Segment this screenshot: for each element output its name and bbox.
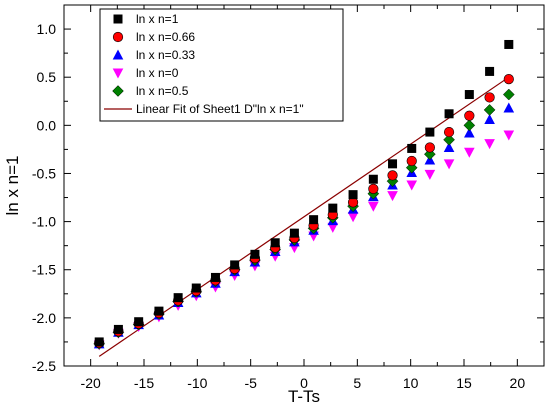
data-point-ln-x-n-1: [368, 174, 378, 184]
x-tick-label: -20: [81, 375, 101, 391]
y-tick-label: -0.5: [32, 165, 56, 181]
data-point-ln-x-n-0-5: [463, 119, 476, 132]
y-tick-label: 0.0: [37, 117, 57, 133]
y-axis-title: ln x n=1: [3, 155, 22, 215]
y-tick-label: -2.0: [32, 310, 56, 326]
data-point-ln-x-n-1: [444, 109, 454, 119]
data-point-ln-x-n-1: [94, 337, 104, 347]
data-point-ln-x-n-1: [154, 306, 164, 316]
legend-label: Linear Fit of Sheet1 D"ln x n=1": [136, 102, 304, 116]
x-tick-label: 5: [353, 375, 361, 391]
data-point-ln-x-n-0: [464, 147, 475, 158]
plot-marks: [93, 39, 515, 357]
data-point-ln-x-n-1: [309, 215, 319, 225]
data-point-ln-x-n-1: [407, 143, 417, 153]
data-point-ln-x-n-1: [328, 203, 338, 213]
data-point-ln-x-n-1: [348, 190, 358, 200]
x-tick-label: -15: [134, 375, 154, 391]
data-point-ln-x-n-1: [289, 228, 299, 238]
data-point-ln-x-n-0-33: [484, 114, 495, 125]
x-tick-label: -5: [244, 375, 257, 391]
y-tick-label: -1.0: [32, 214, 56, 230]
data-point-ln-x-n-0-66: [484, 92, 495, 103]
data-point-ln-x-n-0-66: [406, 155, 417, 167]
y-tick-label: -2.5: [32, 358, 56, 374]
data-point-ln-x-n-1: [250, 249, 260, 259]
data-point-ln-x-n-0: [327, 222, 339, 233]
data-point-ln-x-n-0-66: [368, 183, 379, 194]
legend-marker-ln-x-n-0-5: [112, 85, 124, 97]
legend-label: ln x n=1: [136, 12, 179, 26]
data-point-ln-x-n-0-5: [502, 88, 515, 101]
data-point-ln-x-n-1: [425, 127, 435, 137]
data-point-ln-x-n-1: [113, 324, 123, 334]
x-tick-label: 0: [300, 375, 308, 391]
data-point-ln-x-n-0: [443, 159, 455, 170]
series-ln-x-n-1: [94, 39, 514, 347]
data-point-ln-x-n-1: [504, 39, 514, 49]
data-point-ln-x-n-0: [387, 191, 398, 202]
x-tick-label: 10: [403, 375, 419, 391]
y-axis: -2.5 -2.0 -1.5 -1.0 -0.5 0.0 0.5 1.0: [32, 21, 544, 374]
legend-marker-ln-x-n-0-33: [112, 49, 124, 60]
data-point-ln-x-n-0-33: [443, 141, 455, 152]
legend-label: ln x n=0.33: [136, 48, 195, 62]
legend-item: Linear Fit of Sheet1 D"ln x n=1": [104, 102, 304, 116]
data-point-ln-x-n-0-66: [424, 142, 435, 153]
data-point-ln-x-n-0-5: [443, 133, 455, 146]
data-point-ln-x-n-0-66: [443, 126, 455, 138]
data-point-ln-x-n-1: [230, 260, 240, 270]
data-point-ln-x-n-0-33: [503, 102, 515, 113]
data-point-ln-x-n-0-5: [483, 104, 496, 116]
data-point-ln-x-n-1: [388, 159, 398, 169]
legend-item: ln x n=0.66: [112, 30, 195, 44]
legend-item: ln x n=0.33: [112, 48, 195, 62]
data-point-ln-x-n-0: [368, 201, 379, 212]
data-point-ln-x-n-1: [464, 90, 474, 100]
legend-label: ln x n=0: [136, 66, 179, 80]
data-point-ln-x-n-1: [270, 238, 280, 248]
legend-item: ln x n=1: [113, 12, 179, 26]
data-point-ln-x-n-1: [191, 283, 201, 293]
legend-label: ln x n=0.66: [136, 30, 195, 44]
legend-item: ln x n=0.5: [112, 84, 189, 98]
data-point-ln-x-n-1: [485, 66, 495, 76]
data-point-ln-x-n-1: [173, 293, 183, 303]
data-point-ln-x-n-0-66: [464, 110, 475, 121]
data-point-ln-x-n-0: [424, 169, 436, 180]
data-point-ln-x-n-0: [347, 212, 359, 223]
legend-label: ln x n=0.5: [136, 84, 189, 98]
x-tick-label: 20: [510, 375, 526, 391]
data-point-ln-x-n-0-33: [464, 127, 475, 138]
y-tick-label: 0.5: [37, 69, 57, 85]
x-tick-label: -10: [187, 375, 207, 391]
y-tick-label: 1.0: [37, 21, 57, 37]
data-point-ln-x-n-1: [134, 317, 144, 327]
x-tick-label: 15: [456, 375, 472, 391]
x-axis-title: T-Ts: [288, 387, 320, 406]
legend-marker-ln-x-n-0-66: [112, 31, 124, 43]
legend-item: ln x n=0: [112, 66, 179, 80]
data-point-ln-x-n-1: [210, 272, 220, 282]
y-tick-label: -1.5: [32, 262, 56, 278]
legend: ln x n=1 ln x n=0.66 ln x n=0.33 ln x n=0 ln…: [99, 8, 344, 122]
legend-marker-ln-x-n-0: [112, 68, 124, 79]
data-point-ln-x-n-0-66: [387, 170, 398, 181]
data-point-ln-x-n-0: [406, 180, 418, 191]
legend-marker-ln-x-n-1: [113, 14, 123, 24]
data-point-ln-x-n-0-66: [503, 74, 514, 85]
data-point-ln-x-n-0: [503, 130, 515, 141]
data-point-ln-x-n-0: [484, 139, 495, 150]
legend-box: [99, 8, 344, 122]
fit-line-linear-fit-of-sheet1-d-ln-x-n-1: [98, 76, 510, 357]
